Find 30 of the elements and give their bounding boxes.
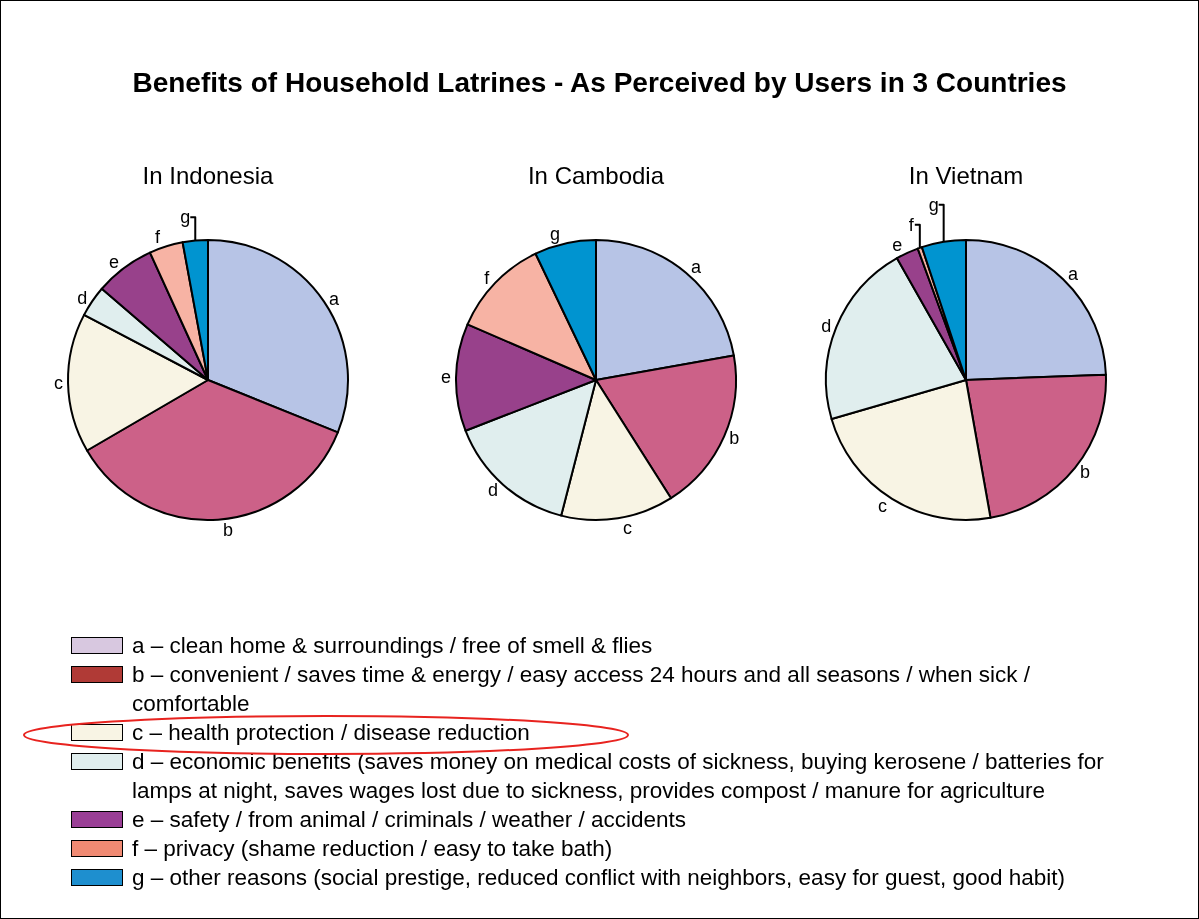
slice-label: c [54, 373, 64, 394]
text: Benefits of Household Latrines - As Perceived by Users in 3 Countries [131, 67, 1068, 99]
slice-label: g [928, 194, 939, 215]
text: a – clean home & surroundings / free of smell & flies [132, 633, 653, 658]
slice-label: g [550, 223, 561, 244]
slice-label: f [484, 268, 491, 289]
slice-label: e [441, 367, 452, 388]
text: g – other reasons (social prestige, reduced conflict with neighbors, easy for guest, good habit) [132, 865, 1066, 890]
slice-label: b [223, 519, 234, 540]
slice-label: e [892, 234, 903, 255]
chart-title: In Cambodia [527, 161, 665, 189]
text: c – health protection / disease reduction [132, 720, 530, 745]
slice-label: e [108, 251, 119, 272]
slice-label: b [1079, 461, 1090, 482]
slice-label: a [1068, 263, 1080, 284]
slice-label: b [729, 428, 740, 449]
slice-label: c [878, 496, 888, 517]
text: f – privacy (shame reduction / easy to take bath) [132, 836, 613, 861]
chart-title: In Vietnam [908, 161, 1024, 189]
text: e – safety / from animal / criminals / weather / accidents [132, 807, 686, 832]
slice-label: g [180, 207, 191, 228]
chart-title: In Indonesia [142, 161, 275, 189]
slice-label: f [908, 214, 915, 235]
slice-label: f [154, 227, 161, 248]
slice-label: d [77, 288, 88, 309]
slice-label: a [329, 288, 341, 309]
slice-label: d [821, 315, 832, 336]
slice-label: a [690, 256, 702, 277]
slice-label: d [488, 480, 499, 501]
slice-label: c [622, 518, 632, 539]
